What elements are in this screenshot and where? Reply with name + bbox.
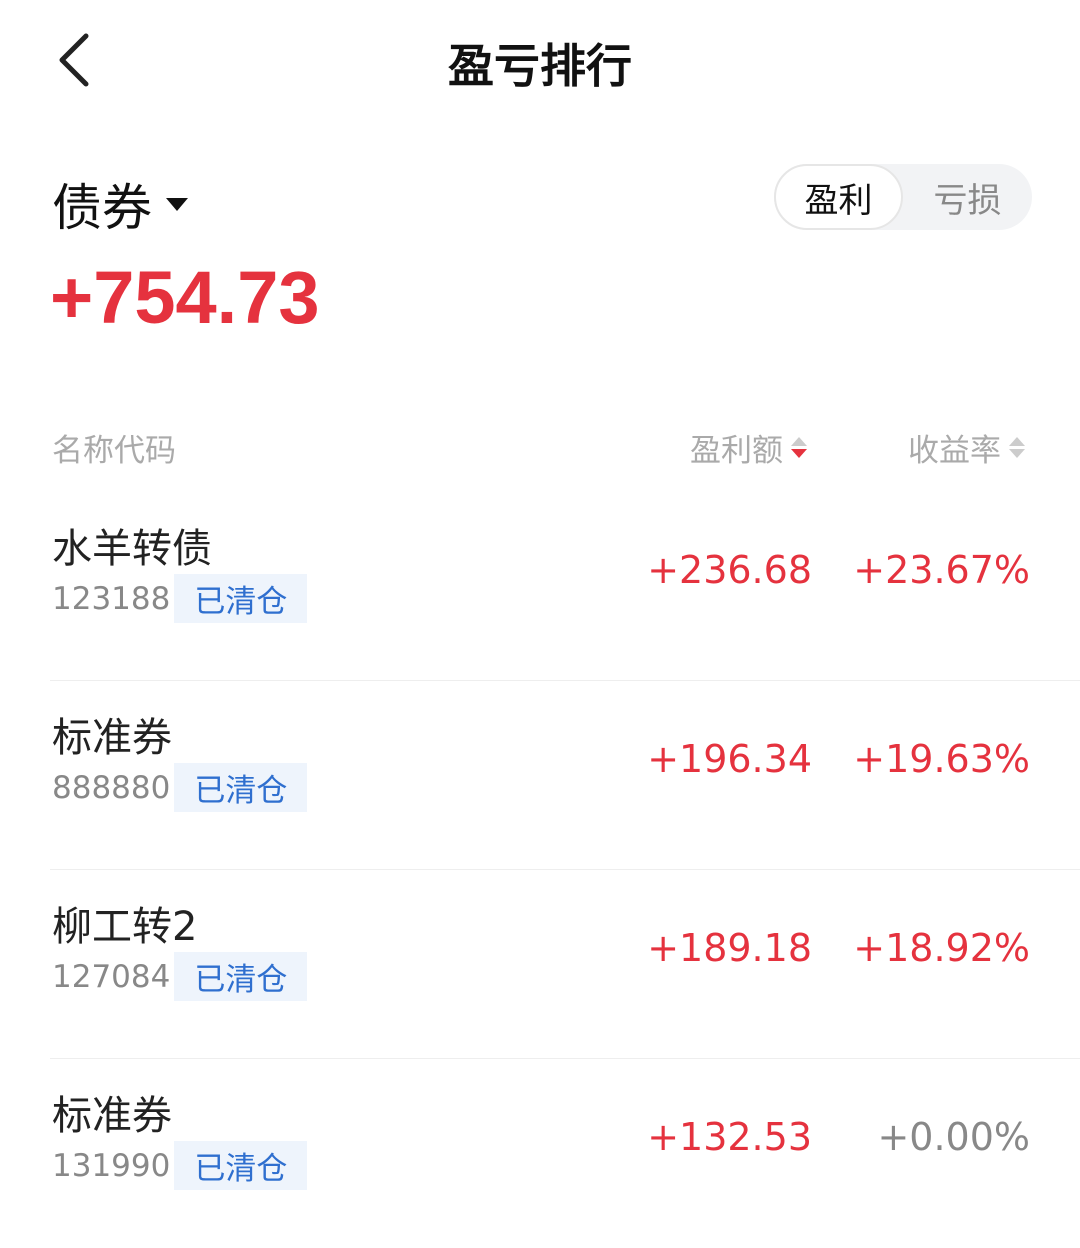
divider	[50, 1058, 1080, 1059]
bond-code: 123188	[52, 580, 171, 617]
sort-icon	[791, 437, 807, 458]
bond-code-line: 131990 已清仓	[52, 1141, 308, 1190]
profit-rate: +0.00%	[877, 1115, 1030, 1159]
sort-icon	[1009, 437, 1025, 458]
column-header-rate[interactable]: 收益率	[908, 425, 1025, 470]
column-header-amount[interactable]: 盈利额	[690, 425, 807, 470]
amount-header-label: 盈利额	[690, 433, 783, 469]
table-row[interactable]: 标准券 131990 已清仓 +132.53 +0.00%	[0, 1059, 1080, 1248]
bond-code-line: 123188 已清仓	[52, 574, 308, 623]
table-row[interactable]: 水羊转债 123188 已清仓 +236.68 +23.67%	[0, 492, 1080, 681]
bond-code: 131990	[52, 1147, 171, 1184]
profit-amount: +236.68	[647, 548, 812, 592]
table-row[interactable]: 柳工转2 127084 已清仓 +189.18 +18.92%	[0, 870, 1080, 1059]
status-badge: 已清仓	[174, 763, 308, 812]
tab-profit[interactable]: 盈利	[774, 164, 903, 230]
profit-rate: +19.63%	[853, 737, 1030, 781]
bond-code: 127084	[52, 958, 171, 995]
profit-amount: +132.53	[647, 1115, 812, 1159]
caret-down-icon	[166, 197, 188, 211]
bond-name: 标准券	[52, 715, 172, 761]
bond-name: 柳工转2	[52, 904, 198, 950]
tab-loss[interactable]: 亏损	[933, 180, 1002, 221]
bond-name: 标准券	[52, 1093, 172, 1139]
page-title: 盈亏排行	[448, 39, 632, 93]
bond-code: 888880	[52, 769, 171, 806]
profit-rate: +18.92%	[853, 926, 1030, 970]
bond-name: 水羊转债	[52, 526, 212, 572]
chevron-left-icon[interactable]	[52, 30, 102, 90]
status-badge: 已清仓	[174, 1141, 308, 1190]
profit-loss-toggle[interactable]: 盈利 亏损	[774, 164, 1032, 230]
bond-code-line: 888880 已清仓	[52, 763, 308, 812]
column-header-name: 名称代码	[52, 433, 176, 469]
total-profit: +754.73	[50, 256, 320, 339]
status-badge: 已清仓	[174, 952, 308, 1001]
table-row[interactable]: 标准券 888880 已清仓 +196.34 +19.63%	[0, 681, 1080, 870]
status-badge: 已清仓	[174, 574, 308, 623]
profit-rate: +23.67%	[853, 548, 1030, 592]
divider	[50, 680, 1080, 681]
category-label: 债券	[52, 179, 152, 237]
divider	[50, 869, 1080, 870]
bond-code-line: 127084 已清仓	[52, 952, 308, 1001]
profit-amount: +196.34	[647, 737, 812, 781]
category-dropdown[interactable]: 债券	[52, 168, 188, 240]
profit-amount: +189.18	[647, 926, 812, 970]
rate-header-label: 收益率	[908, 433, 1001, 469]
